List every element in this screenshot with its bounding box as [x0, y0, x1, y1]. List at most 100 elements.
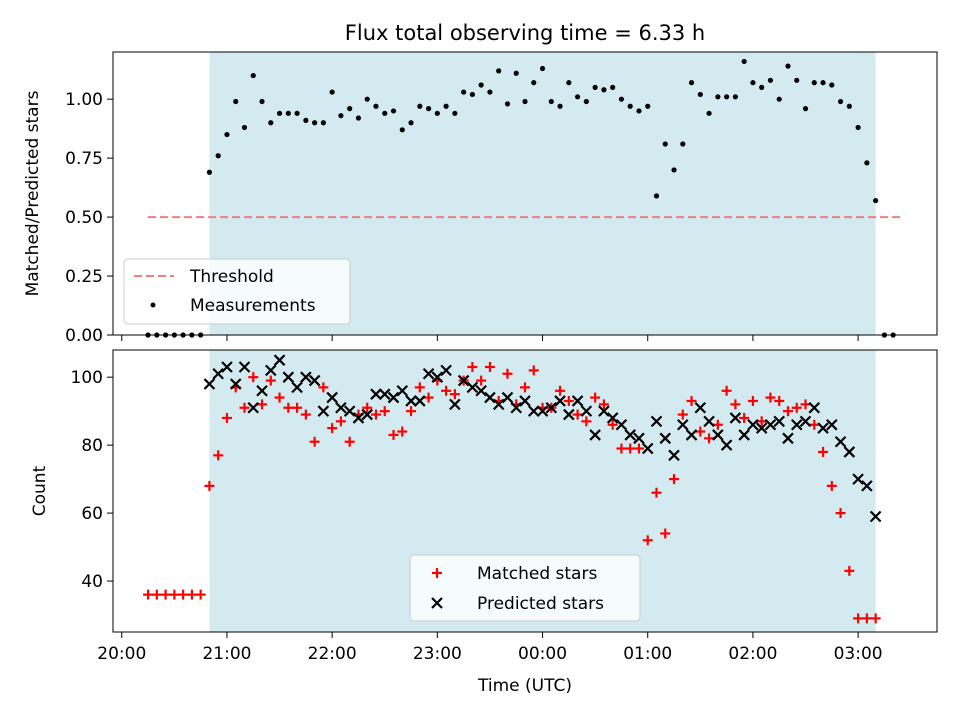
measurement-point — [539, 65, 546, 72]
predicted-star-point — [834, 435, 847, 448]
matched-star-point — [423, 392, 434, 403]
measurement-point — [373, 103, 379, 109]
x-tick-label: 22:00 — [308, 644, 357, 664]
predicted-star-point — [790, 418, 803, 431]
matched-star-point — [616, 443, 627, 454]
predicted-star-point — [300, 371, 312, 383]
predicted-star-point — [677, 418, 689, 431]
predicted-star-point — [527, 405, 540, 417]
predicted-star-point — [817, 422, 829, 434]
y-tick-label: 80 — [81, 436, 103, 456]
predicted-star-point — [343, 405, 356, 417]
top-panel-frame — [112, 51, 938, 336]
measurement-point — [382, 110, 388, 116]
predicted-star-point — [256, 384, 268, 397]
measurement-point — [443, 103, 449, 109]
predicted-star-point — [352, 412, 365, 424]
matched-star-point — [502, 368, 513, 379]
matched-star-point — [739, 412, 750, 423]
measurement-point — [680, 141, 686, 147]
predicted-star-point — [659, 432, 672, 445]
predicted-star-point — [422, 368, 435, 380]
matched-star-point — [861, 613, 872, 624]
predicted-star-point — [238, 361, 251, 373]
predicted-star-point — [247, 401, 260, 414]
measurement-point — [487, 89, 493, 95]
predicted-star-point — [492, 398, 505, 411]
measurement-point — [829, 82, 835, 88]
x-axis-label: Time (UTC) — [477, 676, 572, 696]
predicted-star-point — [747, 418, 759, 431]
matched-star-point — [598, 399, 609, 410]
matched-star-point — [581, 416, 592, 427]
matched-star-point — [195, 589, 206, 600]
chart-title: Flux total observing time = 6.33 h — [345, 21, 705, 45]
measurement-point — [276, 110, 283, 116]
measurement-point — [206, 169, 213, 175]
matched-star-point — [292, 402, 303, 413]
measurement-point — [312, 120, 318, 126]
matched-star-point — [818, 446, 829, 457]
predicted-star-point — [694, 401, 707, 414]
measurement-point — [224, 131, 230, 138]
matched-star-point — [414, 382, 425, 393]
matched-star-point — [265, 375, 276, 386]
matched-star-point — [151, 589, 162, 600]
predicted-star-point — [826, 418, 838, 431]
predicted-star-point — [571, 395, 584, 407]
measurement-point — [610, 84, 616, 90]
legend-predicted-swatch — [431, 597, 443, 609]
matched-star-point — [660, 528, 671, 539]
measurement-point — [496, 68, 502, 74]
matched-star-point — [327, 423, 338, 434]
measurement-point — [434, 110, 440, 116]
predicted-star-point — [641, 442, 654, 455]
measurement-point — [636, 108, 642, 114]
predicted-star-point — [589, 429, 601, 441]
measurement-point — [724, 94, 730, 100]
predicted-star-point — [712, 429, 724, 441]
matched-star-point — [213, 450, 224, 461]
measurement-point — [627, 103, 633, 109]
measurement-point — [461, 89, 467, 95]
matched-star-point — [800, 399, 811, 410]
matched-star-point — [520, 382, 530, 393]
predicted-star-point — [843, 446, 856, 458]
measurement-point — [548, 98, 554, 105]
legend-predicted-label: Predicted stars — [477, 594, 604, 614]
matched-star-point — [782, 406, 793, 417]
predicted-star-point — [869, 510, 882, 523]
matched-star-point — [318, 382, 329, 393]
matched-star-point — [844, 565, 855, 576]
y-tick-label: 60 — [81, 504, 103, 524]
matched-star-point — [257, 399, 268, 410]
predicted-star-point — [545, 401, 558, 414]
bottom-panel: 40 60 80 100 20:00 21:00 22:00 23:00 00:00 01:00… — [30, 349, 938, 664]
measurement-point — [285, 110, 291, 116]
measurement-point — [241, 124, 248, 131]
measurement-point — [794, 77, 800, 83]
measurement-point — [811, 80, 817, 86]
matched-star-point — [747, 395, 758, 406]
matched-star-point — [309, 436, 320, 447]
measurement-point — [390, 108, 397, 114]
measurement-point — [513, 70, 519, 76]
matched-star-point — [283, 402, 294, 413]
matched-star-point — [169, 589, 180, 600]
measurement-point — [592, 84, 598, 90]
predicted-star-point — [703, 415, 715, 428]
y-tick-label: 100 — [71, 368, 103, 388]
matched-star-point — [607, 419, 618, 430]
predicted-star-point — [615, 418, 628, 431]
measurement-point — [645, 103, 651, 109]
matched-star-point — [642, 535, 653, 546]
predicted-star-point — [229, 378, 242, 390]
y-tick-label: 0.75 — [65, 149, 103, 169]
x-tick-label: 23:00 — [413, 644, 462, 664]
measurement-point — [425, 106, 432, 112]
measurement-point — [662, 141, 668, 147]
predicted-star-point — [405, 395, 417, 407]
predicted-star-point — [580, 405, 593, 417]
matched-star-point — [756, 416, 767, 427]
y-tick-label: 1.00 — [65, 90, 103, 110]
